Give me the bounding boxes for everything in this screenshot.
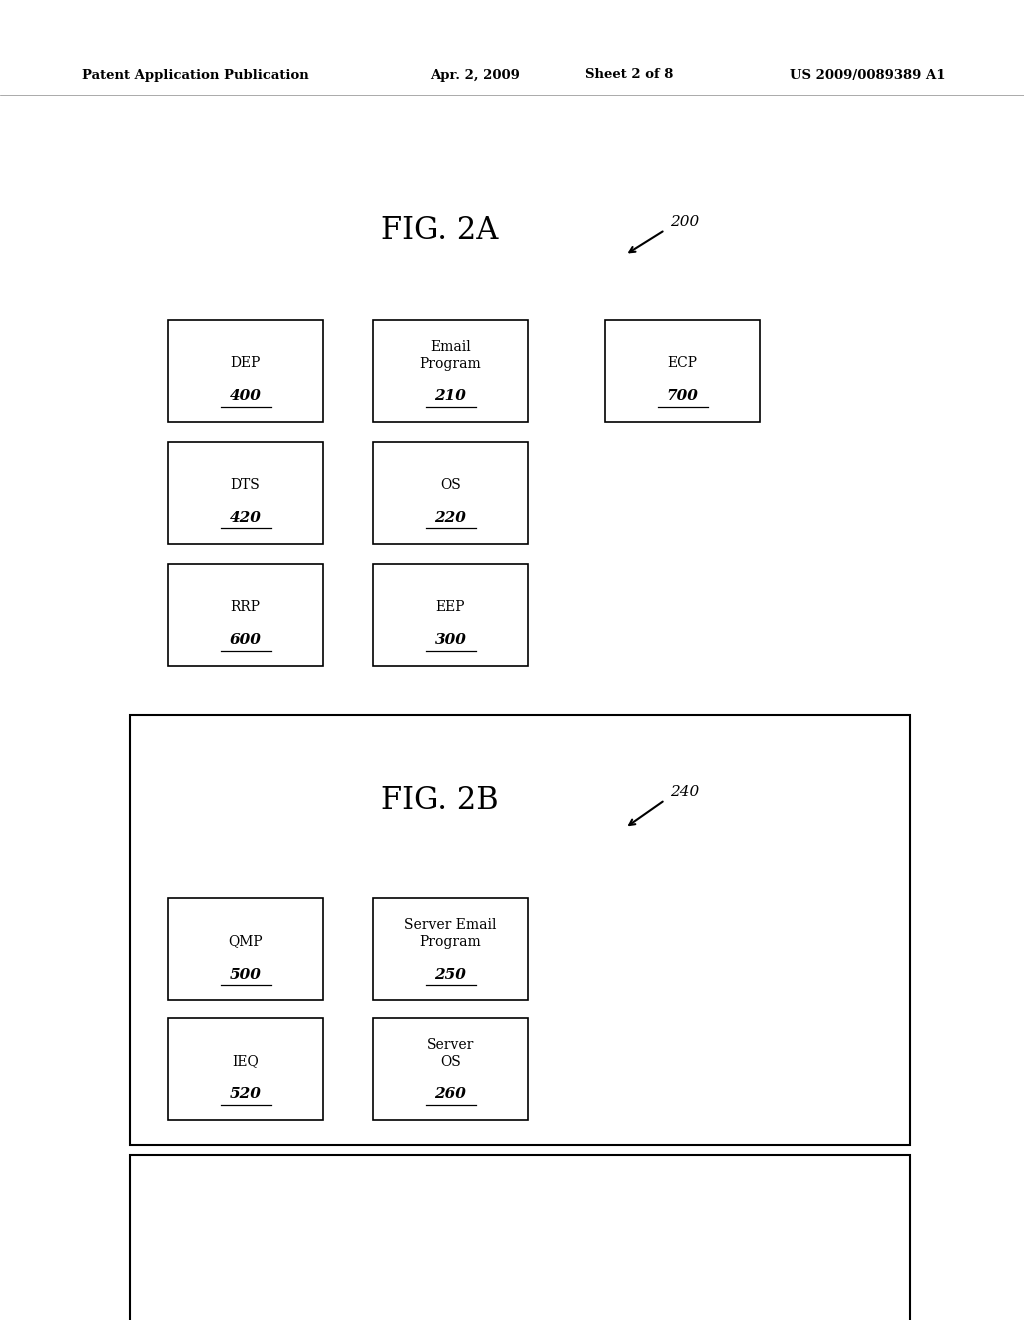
Bar: [605, 319, 760, 422]
Bar: [168, 898, 323, 1001]
Text: US 2009/0089389 A1: US 2009/0089389 A1: [790, 69, 945, 82]
Bar: [168, 442, 323, 544]
Bar: [373, 1018, 528, 1119]
Text: Email
Program: Email Program: [420, 341, 481, 371]
Bar: [130, 1155, 910, 1320]
Text: RRP: RRP: [230, 599, 260, 614]
Text: 400: 400: [229, 389, 261, 404]
Bar: [373, 898, 528, 1001]
Text: 520: 520: [229, 1088, 261, 1101]
Text: QMP: QMP: [228, 933, 263, 948]
Text: 260: 260: [434, 1088, 467, 1101]
Bar: [168, 319, 323, 422]
Bar: [373, 564, 528, 667]
Text: IEQ: IEQ: [232, 1053, 259, 1068]
Text: DEP: DEP: [230, 356, 261, 370]
Text: FIG. 2A: FIG. 2A: [381, 215, 499, 246]
Bar: [373, 442, 528, 544]
Text: DTS: DTS: [230, 478, 260, 492]
Text: 420: 420: [229, 511, 261, 525]
Bar: [373, 319, 528, 422]
Text: Patent Application Publication: Patent Application Publication: [82, 69, 309, 82]
Text: Apr. 2, 2009: Apr. 2, 2009: [430, 69, 520, 82]
Text: Server Email
Program: Server Email Program: [404, 917, 497, 949]
Text: 220: 220: [434, 511, 467, 525]
Text: 600: 600: [229, 634, 261, 648]
Bar: [168, 1018, 323, 1119]
Text: 250: 250: [434, 968, 467, 982]
Text: 300: 300: [434, 634, 467, 648]
Text: Sheet 2 of 8: Sheet 2 of 8: [585, 69, 674, 82]
Text: 210: 210: [434, 389, 467, 404]
Text: 500: 500: [229, 968, 261, 982]
Text: ECP: ECP: [668, 356, 697, 370]
Text: EEP: EEP: [436, 599, 465, 614]
Bar: [130, 715, 910, 1144]
Bar: [168, 564, 323, 667]
Text: OS: OS: [440, 478, 461, 492]
Text: 700: 700: [667, 389, 698, 404]
Text: 200: 200: [670, 215, 699, 228]
Text: FIG. 2B: FIG. 2B: [381, 784, 499, 816]
Text: 240: 240: [670, 785, 699, 799]
Text: Server
OS: Server OS: [427, 1038, 474, 1069]
